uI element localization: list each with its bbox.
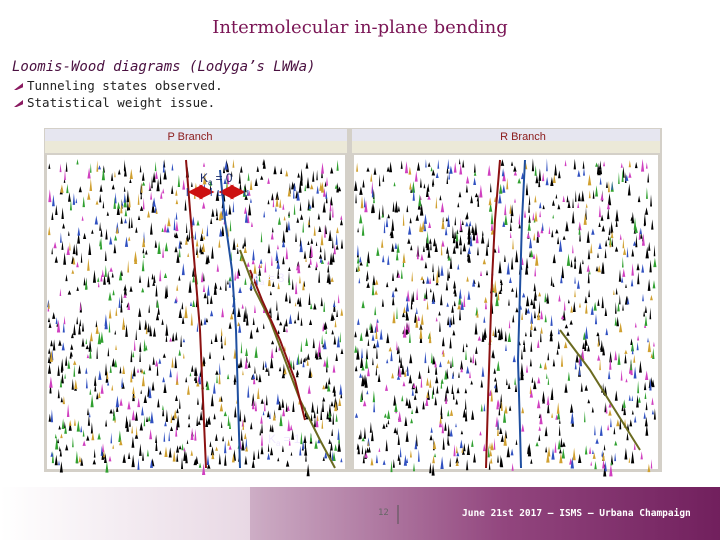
peak-markers: [51, 159, 657, 473]
bullet: Tunneling states observed.: [14, 78, 223, 93]
series-line: [219, 169, 241, 469]
footer-shade: [250, 487, 720, 540]
series-line: [249, 269, 306, 421]
symbol: K: [268, 432, 276, 446]
window: [352, 129, 660, 469]
plot-area: [47, 155, 345, 469]
toolbar: [352, 141, 660, 153]
state-label: l: [186, 187, 188, 199]
symbol: K: [252, 271, 260, 285]
toolbar: [45, 141, 347, 153]
state-label: l: [210, 187, 212, 199]
annotation-text: = 0: [215, 171, 232, 185]
annotation: Ka = 1: [268, 432, 301, 448]
panel-label: P Branch: [167, 131, 212, 143]
panel-label: R Branch: [500, 131, 546, 143]
series-line: [239, 249, 336, 469]
subscript: a: [276, 439, 281, 448]
footer-text: June 21st 2017 – ISMS – Urbana Champaign: [462, 508, 691, 519]
annotation: Ka = 0: [200, 171, 233, 187]
window-titlebar: [352, 129, 660, 141]
slide-title: Intermolecular in-plane bending: [212, 17, 508, 38]
assignment-lines: [185, 159, 641, 469]
series-line: [516, 159, 526, 469]
page-number: 12: [378, 508, 389, 518]
annotation-text: = 3: [267, 271, 284, 285]
annotation-text: = 1: [283, 432, 300, 446]
spectrum-pattern: [47, 158, 657, 477]
annotation: Ka = 3: [252, 271, 285, 287]
window: [45, 129, 347, 469]
symbol: K: [200, 171, 208, 185]
bullet: Statistical weight issue.: [14, 95, 215, 110]
series-line: [185, 159, 207, 469]
series-line: [485, 159, 501, 469]
footer-band: [0, 487, 720, 540]
series-line: [559, 329, 641, 451]
window-titlebar: [45, 129, 347, 141]
subscript: a: [260, 278, 265, 287]
subtitle: Loomis-Wood diagrams (Lodyga’s LWWa): [12, 59, 316, 75]
subscript: a: [208, 178, 213, 187]
state-label: u: [217, 187, 223, 199]
state-label: u: [243, 187, 249, 199]
